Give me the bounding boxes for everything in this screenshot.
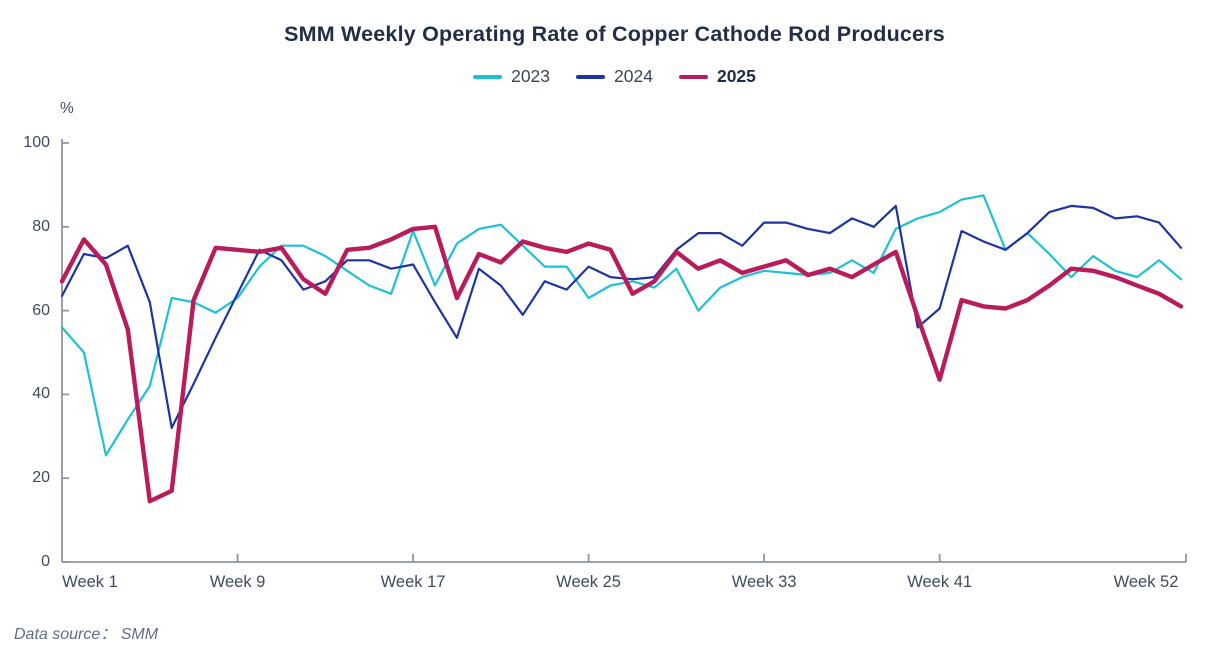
x-tick-label: Week 17 xyxy=(380,573,446,591)
legend-item-2024[interactable]: 2024 xyxy=(576,66,653,87)
x-tick-label: Week 1 xyxy=(62,573,118,591)
legend-swatch-2024 xyxy=(576,74,606,79)
x-tick-label: Week 33 xyxy=(731,573,797,591)
series-line-2025 xyxy=(59,224,1184,504)
y-axis-unit-label: % xyxy=(60,100,74,117)
x-tick-label: Week 52 xyxy=(1113,573,1179,591)
x-tick-label: Week 41 xyxy=(907,573,973,591)
x-tick-label: Week 9 xyxy=(209,573,266,591)
legend-swatch-2023 xyxy=(473,74,503,79)
legend-swatch-2025 xyxy=(678,74,708,79)
y-tick-label: 60 xyxy=(32,301,50,319)
legend-item-2023[interactable]: 2023 xyxy=(473,66,550,87)
legend-item-2025[interactable]: 2025 xyxy=(678,66,756,87)
series-line-2023 xyxy=(60,194,1183,457)
y-tick-label: 80 xyxy=(32,217,50,235)
y-tick-label: 40 xyxy=(32,385,50,403)
series-line-2024 xyxy=(60,204,1183,429)
legend: 2023 2024 2025 xyxy=(0,66,1229,87)
legend-label-2025: 2025 xyxy=(716,66,756,86)
data-source-note: Data source： SMM xyxy=(14,626,159,643)
chart-title: SMM Weekly Operating Rate of Copper Cath… xyxy=(284,22,945,46)
legend-label-2023: 2023 xyxy=(511,66,551,86)
x-tick-label: Week 25 xyxy=(556,573,621,591)
legend-label-2024: 2024 xyxy=(614,66,653,86)
y-tick-label: 20 xyxy=(32,469,50,487)
y-tick-label: 0 xyxy=(41,553,50,570)
y-tick-label: 100 xyxy=(23,134,50,151)
